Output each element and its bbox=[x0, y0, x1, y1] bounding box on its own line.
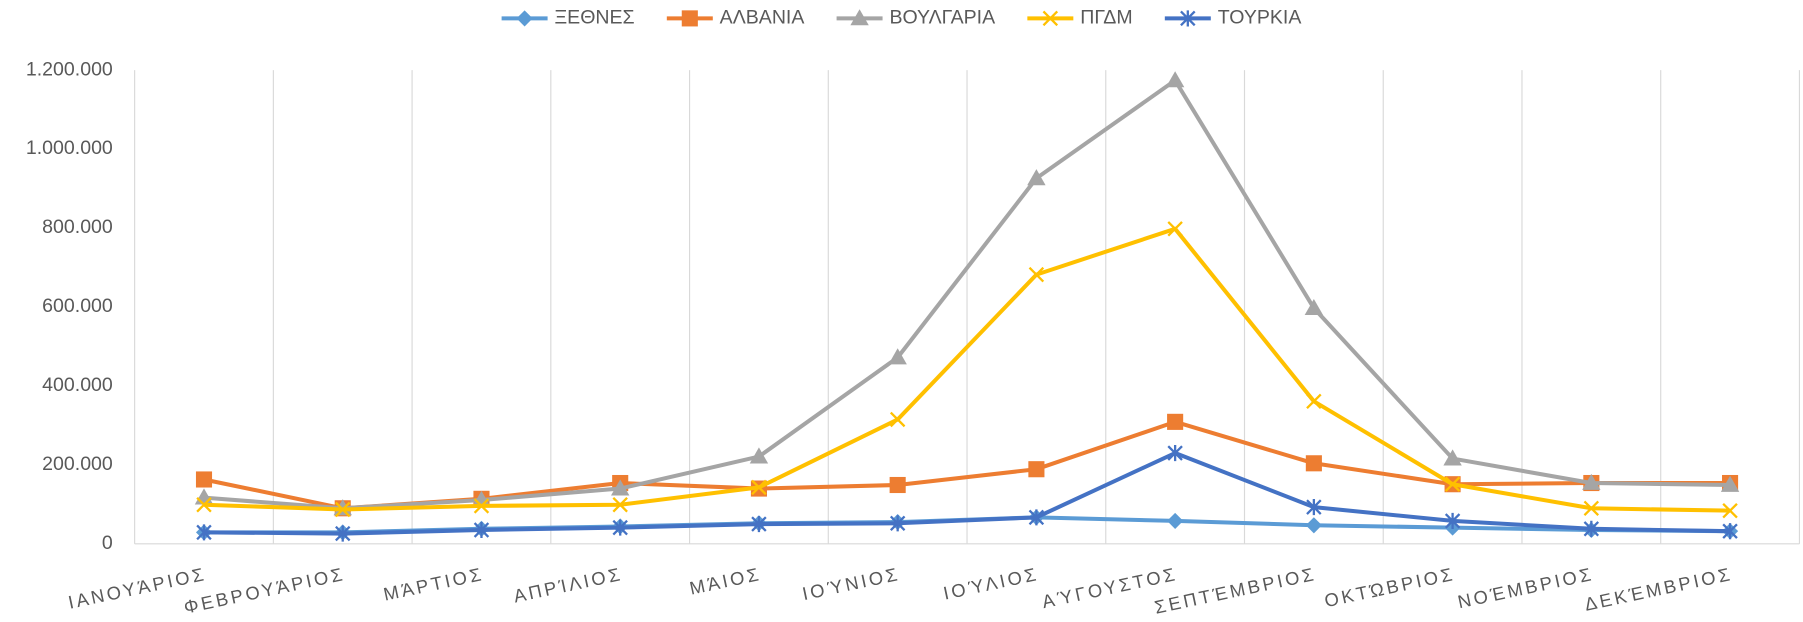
legend-label: ΤΟΥΡΚΙΑ bbox=[1218, 7, 1302, 29]
legend-label: ΑΛΒΑΝΙΑ bbox=[720, 7, 805, 29]
marker bbox=[611, 479, 630, 496]
y-tick-label: 400.000 bbox=[42, 374, 113, 396]
marker bbox=[681, 10, 698, 27]
marker bbox=[516, 10, 533, 27]
marker bbox=[1305, 455, 1322, 472]
marker bbox=[1305, 517, 1322, 534]
y-tick-label: 0 bbox=[102, 532, 113, 554]
marker bbox=[751, 516, 767, 533]
marker bbox=[1722, 523, 1738, 540]
legend-item: ΤΟΥΡΚΙΑ bbox=[1164, 7, 1302, 29]
x-tick-label: ΙΟΎΛΙΟΣ bbox=[941, 563, 1040, 604]
marker bbox=[1028, 266, 1045, 283]
marker bbox=[1028, 509, 1045, 526]
marker bbox=[196, 497, 212, 513]
legend-item: ΠΓΔΜ bbox=[1027, 7, 1133, 29]
x-tick-label: ΑΠΡΊΛΙΟΣ bbox=[512, 563, 625, 607]
marker bbox=[473, 521, 490, 539]
x-tick-label: ΦΕΒΡΟΥΆΡΙΟΣ bbox=[182, 563, 347, 618]
y-tick-label: 200.000 bbox=[42, 453, 113, 475]
marker bbox=[1167, 221, 1183, 237]
marker bbox=[612, 519, 628, 536]
marker bbox=[1444, 512, 1461, 529]
marker bbox=[1582, 473, 1601, 490]
marker bbox=[749, 447, 769, 464]
marker bbox=[1165, 71, 1185, 88]
marker bbox=[1306, 499, 1322, 516]
y-tick-label: 800.000 bbox=[42, 216, 113, 238]
series-line bbox=[203, 451, 1731, 536]
series-line bbox=[203, 226, 1731, 513]
x-tick-label: ΣΕΠΤΈΜΒΡΙΟΣ bbox=[1153, 563, 1318, 618]
series-line bbox=[203, 78, 1731, 511]
legend-item: ΒΟΥΛΓΑΡΙΑ bbox=[836, 7, 995, 29]
x-tick-label: ΟΚΤΏΒΡΙΟΣ bbox=[1323, 563, 1457, 611]
marker bbox=[1167, 444, 1183, 462]
marker bbox=[889, 411, 906, 428]
marker bbox=[888, 348, 907, 365]
marker bbox=[751, 479, 767, 496]
marker bbox=[1720, 475, 1740, 492]
marker bbox=[195, 471, 213, 488]
y-tick-label: 1.000.000 bbox=[26, 137, 113, 159]
y-tick-label: 1.200.000 bbox=[26, 58, 113, 80]
marker bbox=[1444, 476, 1461, 492]
marker bbox=[1028, 461, 1045, 478]
legend-label: ΞΕΘΝΕΣ bbox=[554, 7, 634, 29]
marker bbox=[1180, 10, 1196, 27]
marker bbox=[335, 501, 351, 518]
marker bbox=[196, 524, 212, 541]
marker bbox=[473, 498, 490, 514]
legend-item: ΞΕΘΝΕΣ bbox=[501, 7, 635, 29]
y-tick-label: 600.000 bbox=[42, 295, 113, 317]
marker bbox=[850, 9, 869, 26]
x-tick-label: ΜΆΡΤΙΟΣ bbox=[382, 563, 486, 605]
marker bbox=[1583, 520, 1600, 537]
marker bbox=[1042, 10, 1059, 27]
marker bbox=[1167, 413, 1184, 430]
marker bbox=[1306, 393, 1322, 410]
legend: ΞΕΘΝΕΣ ΑΛΒΑΝΙΑ ΒΟΥΛΓΑΡΙΑ ΠΓΔΜ ΤΟΥΡΚΙΑ bbox=[501, 7, 1302, 29]
legend-label: ΠΓΔΜ bbox=[1080, 7, 1132, 29]
marker bbox=[889, 515, 906, 532]
legend-item: ΑΛΒΑΝΙΑ bbox=[666, 7, 805, 29]
x-tick-label: ΔΕΚΈΜΒΡΙΟΣ bbox=[1583, 563, 1735, 615]
x-tick-label: ΜΆΙΟΣ bbox=[688, 563, 763, 599]
x-tick-label: ΙΟΎΝΙΟΣ bbox=[800, 563, 901, 604]
marker bbox=[1583, 500, 1600, 517]
marker bbox=[612, 497, 628, 513]
marker bbox=[1027, 169, 1046, 186]
marker bbox=[1167, 512, 1184, 529]
marker bbox=[1443, 449, 1462, 466]
marker bbox=[335, 525, 351, 542]
legend-label: ΒΟΥΛΓΑΡΙΑ bbox=[889, 7, 995, 29]
marker bbox=[889, 476, 906, 494]
marker bbox=[1722, 502, 1738, 519]
marker bbox=[1304, 298, 1324, 316]
x-tick-label: ΝΟΈΜΒΡΙΟΣ bbox=[1456, 563, 1596, 612]
